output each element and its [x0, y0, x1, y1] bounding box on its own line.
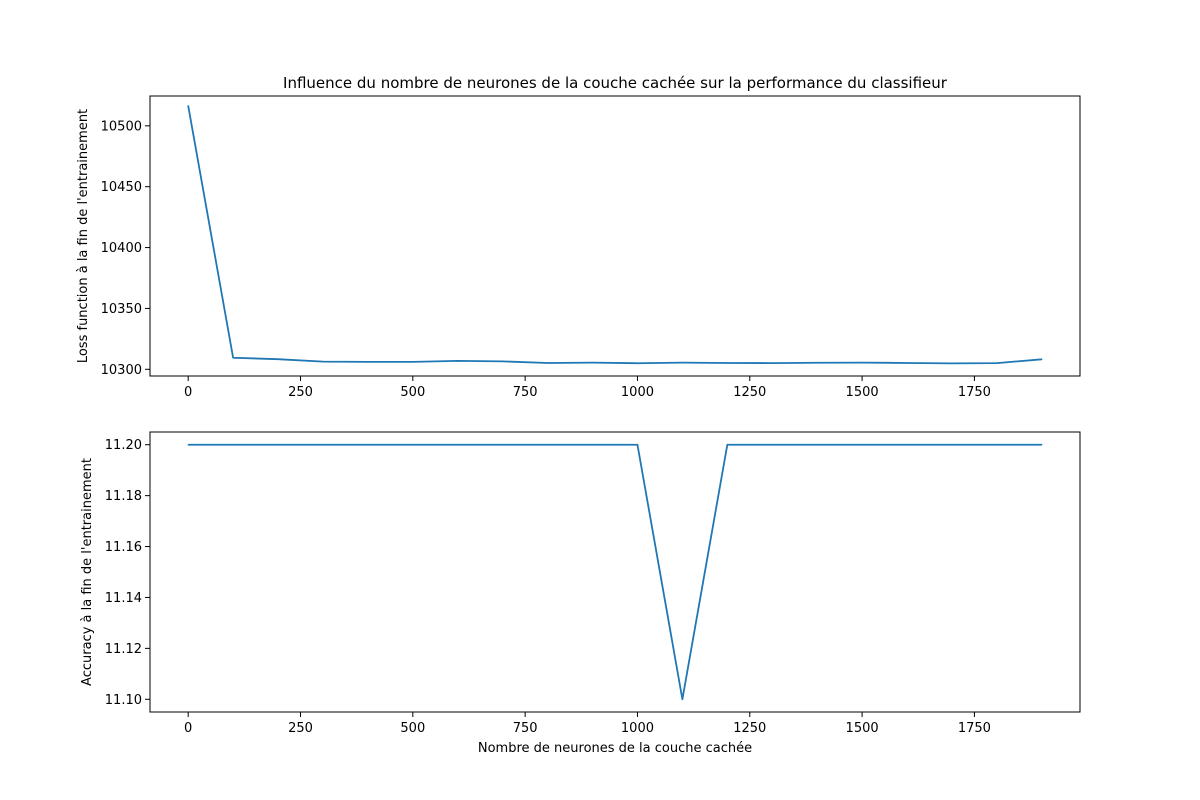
- loss-series-line: [187, 105, 1042, 365]
- accuracy-x-tick-label: 1500: [846, 721, 879, 736]
- accuracy-points: [187, 444, 1043, 700]
- accuracy-y-axis-label: Accuracy à la fin de l'entrainement: [80, 458, 95, 686]
- loss-chart-title: Influence du nombre de neurones de la co…: [283, 74, 948, 92]
- loss-data-point: [322, 361, 324, 363]
- accuracy-data-point: [906, 444, 908, 446]
- accuracy-data-point: [681, 698, 683, 700]
- loss-x-tick-label: 500: [400, 385, 425, 400]
- loss-y-tick-label: 10450: [101, 180, 142, 195]
- loss-data-point: [996, 362, 998, 364]
- loss-data-point: [906, 362, 908, 364]
- loss-subplot: Influence du nombre de neurones de la co…: [76, 74, 1081, 400]
- loss-points: [187, 105, 1043, 364]
- accuracy-data-point: [367, 444, 369, 446]
- accuracy-y-tick-label: 11.10: [105, 693, 142, 708]
- accuracy-x-axis-label: Nombre de neurones de la couche cachée: [478, 741, 752, 756]
- accuracy-x-tick-label: 1750: [958, 721, 991, 736]
- loss-x-tick-label: 1750: [958, 385, 991, 400]
- accuracy-data-point: [771, 444, 773, 446]
- accuracy-y-tick-label: 11.14: [105, 591, 142, 606]
- accuracy-data-point: [1041, 444, 1043, 446]
- loss-x-tick-label: 750: [513, 385, 538, 400]
- loss-y-tick-label: 10400: [101, 241, 142, 256]
- accuracy-data-point: [996, 444, 998, 446]
- accuracy-data-point: [726, 444, 728, 446]
- accuracy-plot-frame: [149, 431, 1081, 713]
- loss-y-tick-label: 10500: [101, 119, 142, 134]
- loss-data-point: [232, 357, 234, 359]
- loss-data-point: [367, 361, 369, 363]
- loss-x-tick-label: 1000: [621, 385, 654, 400]
- accuracy-data-point: [816, 444, 818, 446]
- accuracy-x-tick-label: 1250: [733, 721, 766, 736]
- loss-data-point: [187, 105, 189, 107]
- loss-y-tick-label: 10300: [101, 363, 142, 378]
- accuracy-x-tick-label: 250: [288, 721, 313, 736]
- loss-x-tick-label: 0: [184, 385, 192, 400]
- loss-ticks: 0 250 500 750 1000 1250 1500 1750 10300 10350 1040…: [101, 119, 991, 400]
- loss-data-point: [502, 360, 504, 362]
- loss-data-point: [726, 362, 728, 364]
- accuracy-data-point: [502, 444, 504, 446]
- loss-data-point: [771, 362, 773, 364]
- accuracy-data-point: [636, 444, 639, 446]
- loss-y-axis-label: Loss function à la fin de l'entrainement: [76, 109, 91, 363]
- accuracy-data-point: [951, 444, 953, 446]
- accuracy-x-tick-label: 0: [184, 721, 192, 736]
- accuracy-data-point: [861, 444, 863, 446]
- accuracy-data-point: [457, 444, 459, 446]
- loss-data-point: [681, 362, 683, 364]
- accuracy-data-point: [547, 444, 549, 446]
- accuracy-y-tick-label: 11.20: [105, 438, 142, 453]
- loss-data-point: [861, 362, 863, 364]
- accuracy-data-point: [232, 444, 234, 446]
- loss-data-point: [951, 362, 953, 364]
- loss-data-point: [816, 362, 818, 364]
- loss-data-point: [412, 361, 414, 363]
- loss-data-point: [591, 362, 594, 364]
- accuracy-x-tick-label: 750: [513, 721, 538, 736]
- loss-x-tick-label: 1250: [733, 385, 766, 400]
- accuracy-data-point: [412, 444, 414, 446]
- loss-x-tick-label: 1500: [846, 385, 879, 400]
- accuracy-data-point: [322, 444, 324, 446]
- loss-x-tick-label: 250: [288, 385, 313, 400]
- accuracy-ticks: 0 250 500 750 1000 1250 1500 1750 11.10 11.12 11.1…: [105, 438, 991, 736]
- loss-data-point: [457, 360, 459, 362]
- accuracy-y-tick-label: 11.18: [105, 489, 142, 504]
- accuracy-y-tick-label: 11.12: [105, 642, 142, 657]
- accuracy-series-line: [188, 443, 1042, 701]
- accuracy-subplot: 0 250 500 750 1000 1250 1500 1750 11.10 11.12 11.1…: [80, 431, 1081, 756]
- loss-data-point: [1041, 358, 1043, 360]
- loss-data-point: [277, 358, 279, 360]
- accuracy-data-point: [277, 444, 279, 446]
- accuracy-data-point: [187, 444, 189, 446]
- accuracy-x-tick-label: 1000: [621, 721, 654, 736]
- loss-y-tick-label: 10350: [101, 302, 142, 317]
- accuracy-y-tick-label: 11.16: [105, 540, 142, 555]
- loss-data-point: [547, 362, 549, 364]
- loss-plot-frame: [149, 95, 1081, 377]
- accuracy-x-tick-label: 500: [400, 721, 425, 736]
- loss-data-point: [636, 362, 639, 364]
- accuracy-data-point: [591, 444, 594, 446]
